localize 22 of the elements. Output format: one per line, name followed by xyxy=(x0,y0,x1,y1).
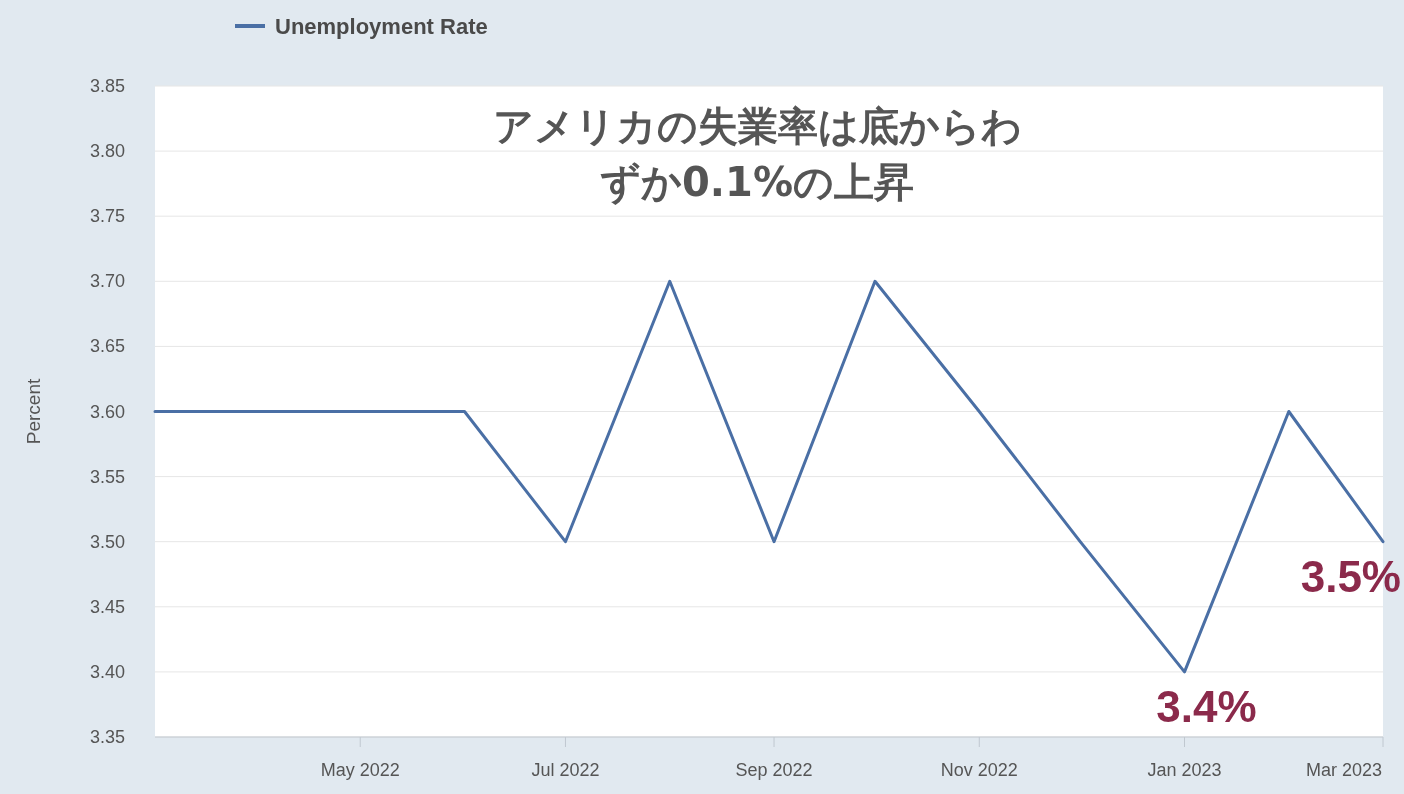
annotation: 3.5% xyxy=(1300,551,1401,601)
y-tick-label: 3.80 xyxy=(89,141,125,162)
y-axis-title: Percent xyxy=(23,378,44,445)
y-tick-label: 3.85 xyxy=(89,76,125,96)
y-tick-label: 3.40 xyxy=(89,661,125,682)
y-tick-label: 3.60 xyxy=(89,401,125,422)
x-tick-label: Jan 2023 xyxy=(1147,760,1222,780)
annotation: 3.4% xyxy=(1156,681,1257,731)
x-tick-label: Sep 2022 xyxy=(735,760,813,780)
x-tick-label: Mar 2023 xyxy=(1305,760,1382,780)
y-tick-label: 3.50 xyxy=(89,531,125,552)
legend-label: Unemployment Rate xyxy=(275,14,488,39)
y-tick-label: 3.55 xyxy=(89,466,125,487)
y-tick-label: 3.75 xyxy=(89,206,125,227)
x-tick-label: Nov 2022 xyxy=(940,760,1018,780)
x-tick-label: May 2022 xyxy=(320,760,400,780)
y-tick-label: 3.45 xyxy=(89,596,125,617)
y-tick-label: 3.65 xyxy=(89,336,125,357)
y-tick-label: 3.35 xyxy=(89,727,125,747)
y-tick-label: 3.70 xyxy=(89,271,125,292)
x-tick-label: Jul 2022 xyxy=(531,760,600,780)
text: アメリカの失業率は底からわずか0.1%の上昇 xyxy=(491,102,1023,207)
